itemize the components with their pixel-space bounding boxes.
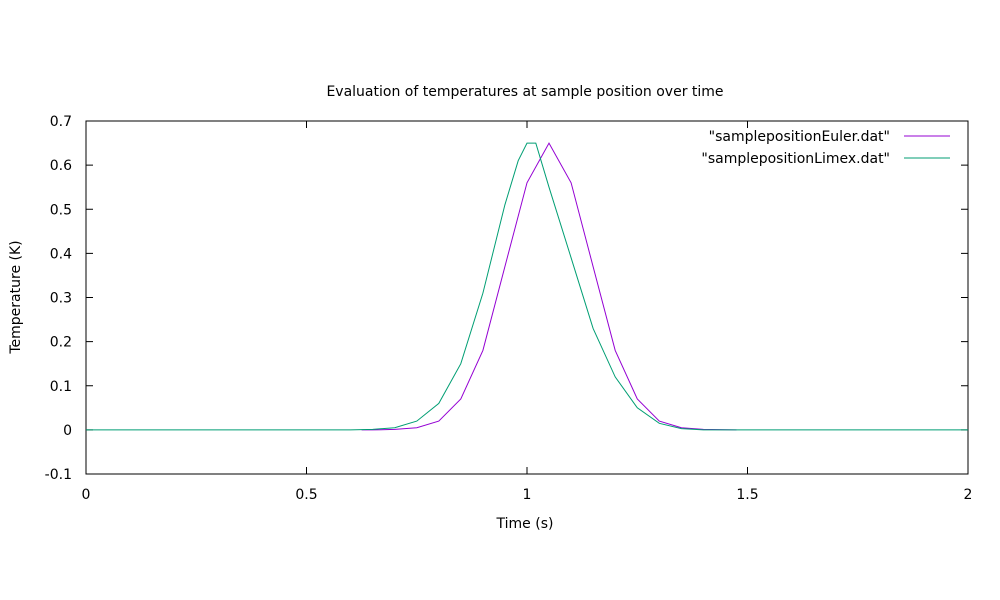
- x-tick-label: 2: [964, 487, 973, 503]
- plot-frame: [85, 120, 969, 475]
- series-line-2: [86, 142, 968, 431]
- y-tick-label: 0.3: [50, 291, 72, 307]
- x-axis-label: Time (s): [496, 516, 554, 532]
- chart-title: Evaluation of temperatures at sample pos…: [326, 84, 723, 100]
- legend-label-2: "samplepositionLimex.dat": [701, 151, 890, 167]
- y-tick-label: -0.1: [45, 467, 72, 483]
- y-tick-label: 0.5: [50, 202, 72, 218]
- y-tick-label: 0.1: [50, 379, 72, 395]
- y-tick-label: 0: [63, 423, 72, 439]
- y-tick-label: 0.4: [50, 246, 72, 262]
- x-tick-label: 1: [523, 487, 532, 503]
- x-tick-label: 1.5: [736, 487, 758, 503]
- x-tick-label: 0: [82, 487, 91, 503]
- legend-label-1: "samplepositionEuler.dat": [709, 129, 890, 145]
- y-tick-label: 0.7: [50, 114, 72, 130]
- y-tick-label: 0.6: [50, 158, 72, 174]
- series-line-1: [361, 142, 737, 431]
- y-tick-label: 0.2: [50, 335, 72, 351]
- y-axis-label: Temperature (K): [8, 240, 24, 354]
- x-tick-label: 0.5: [295, 487, 317, 503]
